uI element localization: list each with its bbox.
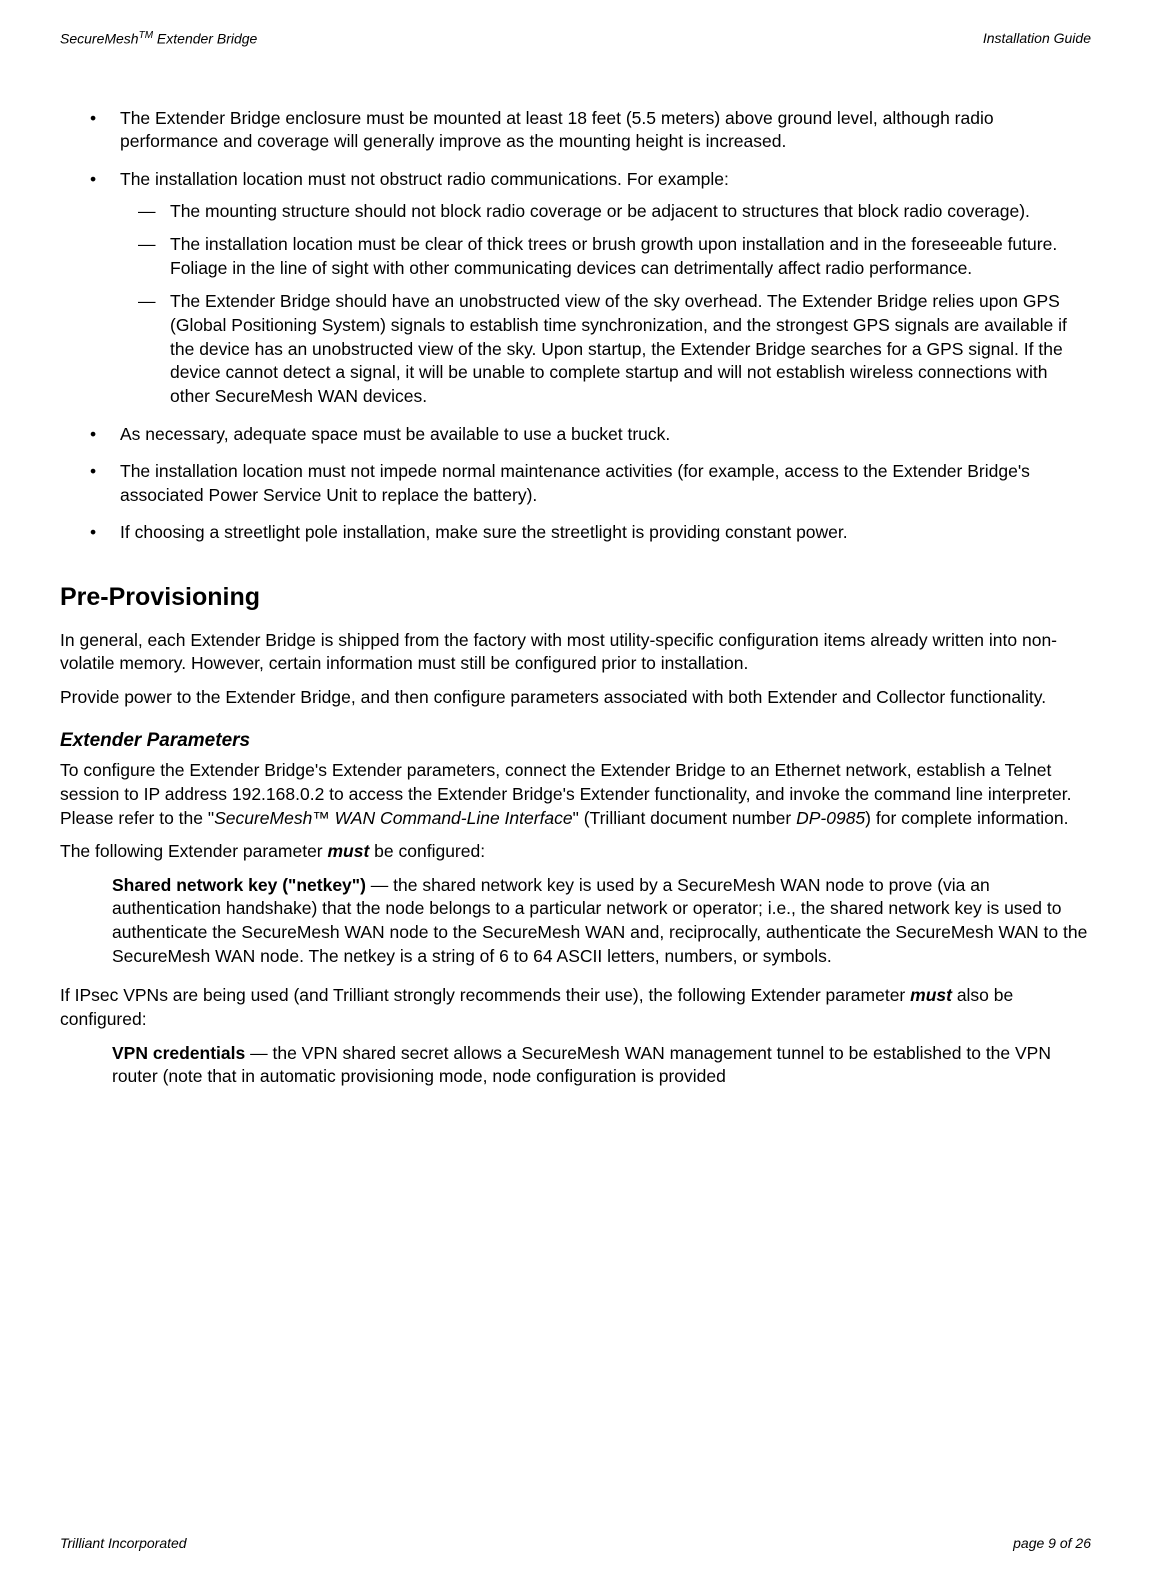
definition-term: VPN credentials	[112, 1043, 245, 1063]
dash-item: The Extender Bridge should have an unobs…	[170, 290, 1091, 408]
section-paragraph: Provide power to the Extender Bridge, an…	[60, 686, 1091, 710]
definition-text: — the VPN shared secret allows a SecureM…	[112, 1043, 1051, 1087]
dash-list: The mounting structure should not block …	[120, 200, 1091, 409]
subsection-paragraph: To configure the Extender Bridge's Exten…	[60, 759, 1091, 830]
text-span: be configured:	[369, 841, 485, 861]
bullet-text: If choosing a streetlight pole installat…	[120, 522, 848, 542]
bullet-item: As necessary, adequate space must be ava…	[120, 423, 1091, 447]
bullet-item: The installation location must not imped…	[120, 460, 1091, 507]
header-left: SecureMeshTM Extender Bridge	[60, 30, 257, 47]
page-footer: Trilliant Incorporated page 9 of 26	[60, 1535, 1091, 1551]
dash-item: The mounting structure should not block …	[170, 200, 1091, 224]
text-span: If IPsec VPNs are being used (and Trilli…	[60, 985, 910, 1005]
text-span: " (Trilliant document number	[573, 808, 796, 828]
bullet-text: The installation location must not imped…	[120, 461, 1030, 505]
header-right: Installation Guide	[983, 30, 1091, 47]
text-italic: DP-0985	[796, 808, 865, 828]
bullet-text: As necessary, adequate space must be ava…	[120, 424, 670, 444]
text-bolditalic: must	[910, 985, 952, 1005]
dash-item: The installation location must be clear …	[170, 233, 1091, 280]
bullet-item: If choosing a streetlight pole installat…	[120, 521, 1091, 545]
bullet-item: The Extender Bridge enclosure must be mo…	[120, 107, 1091, 154]
definition-block: Shared network key ("netkey") — the shar…	[60, 874, 1091, 969]
text-italic: SecureMesh™ WAN Command-Line Interface	[214, 808, 573, 828]
bullet-text: The installation location must not obstr…	[120, 169, 729, 189]
header-left-sup: TM	[139, 30, 153, 41]
definition-block: VPN credentials — the VPN shared secret …	[60, 1042, 1091, 1089]
text-span: ) for complete information.	[865, 808, 1068, 828]
bullet-text: The Extender Bridge enclosure must be mo…	[120, 108, 994, 152]
bullet-item: The installation location must not obstr…	[120, 168, 1091, 409]
page-header: SecureMeshTM Extender Bridge Installatio…	[60, 30, 1091, 47]
bullet-list: The Extender Bridge enclosure must be mo…	[60, 107, 1091, 545]
section-title: Pre-Provisioning	[60, 581, 1091, 615]
document-page: SecureMeshTM Extender Bridge Installatio…	[0, 0, 1151, 1581]
footer-right: page 9 of 26	[1013, 1535, 1091, 1551]
footer-left: Trilliant Incorporated	[60, 1535, 187, 1551]
text-bolditalic: must	[328, 841, 370, 861]
subsection-paragraph: The following Extender parameter must be…	[60, 840, 1091, 864]
page-content: The Extender Bridge enclosure must be mo…	[60, 107, 1091, 1495]
header-left-suffix: Extender Bridge	[153, 31, 257, 47]
text-span: The following Extender parameter	[60, 841, 328, 861]
subsection-paragraph: If IPsec VPNs are being used (and Trilli…	[60, 984, 1091, 1031]
definition-term: Shared network key ("netkey")	[112, 875, 366, 895]
header-left-prefix: SecureMesh	[60, 31, 139, 47]
section-paragraph: In general, each Extender Bridge is ship…	[60, 629, 1091, 676]
subsection-title: Extender Parameters	[60, 728, 1091, 754]
